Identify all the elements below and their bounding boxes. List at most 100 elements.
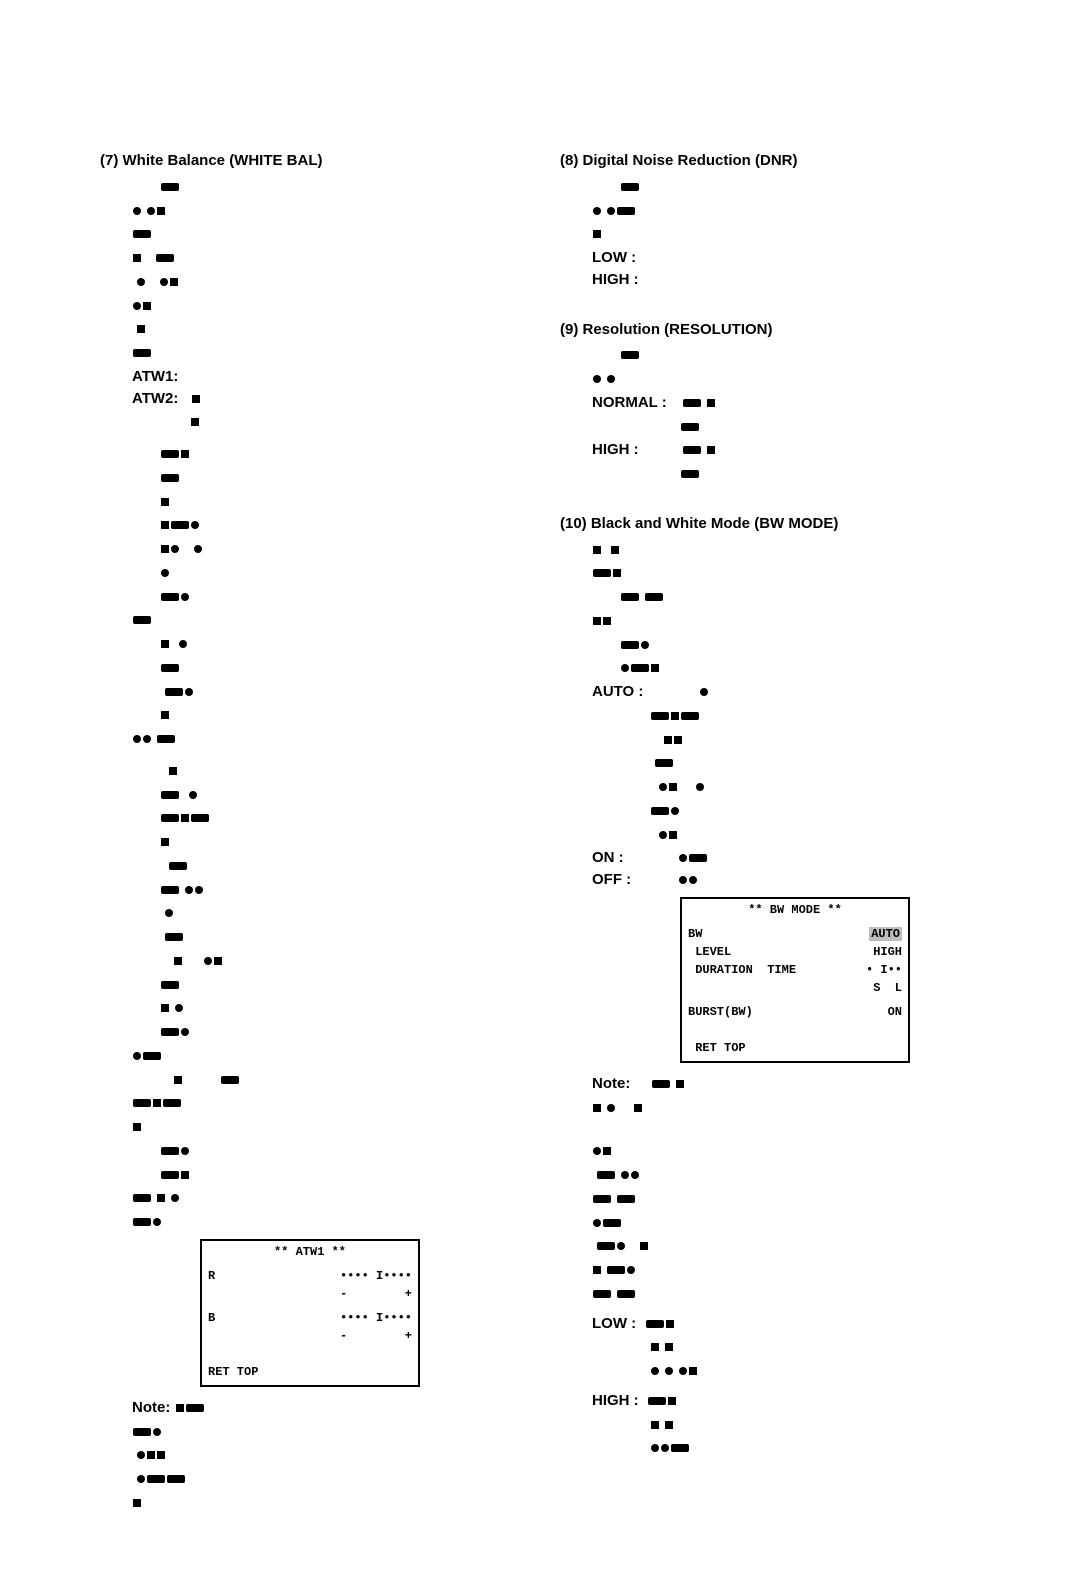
osd-bw-row-label: LEVEL: [688, 943, 731, 961]
osd-atw-row: R •••• I••••: [208, 1267, 412, 1285]
glyph-line: [650, 1414, 980, 1436]
glyph-line: [160, 1164, 520, 1186]
glyph-line: [132, 223, 520, 245]
bw-high2-line: HIGH :: [592, 1390, 980, 1412]
glyph-line: [592, 1235, 980, 1257]
glyph-line: [160, 831, 520, 853]
osd-bw-row-value: AUTO: [869, 927, 902, 941]
osd-bw-panel: ** BW MODE ** BW AUTO LEVEL HIGH DURATIO…: [680, 897, 910, 1063]
glyph-line: [132, 609, 520, 631]
osd-atw-row-scale: - +: [208, 1285, 412, 1303]
glyph-line: [160, 443, 520, 465]
osd-bw-row-label: BURST(BW): [688, 1003, 753, 1021]
glyph-line: [132, 271, 520, 293]
glyph-line: [160, 704, 520, 726]
glyph-line: [160, 1021, 520, 1043]
glyph-line: [620, 586, 980, 608]
glyph-line: [650, 776, 980, 798]
glyph-line: [132, 318, 520, 340]
osd-bw-row-label: DURATION TIME: [688, 961, 796, 979]
glyph-line: [160, 562, 520, 584]
glyph-line: [620, 344, 980, 366]
glyph-line: [592, 1212, 980, 1234]
note-line: Note:: [132, 1397, 520, 1419]
glyph-line: [132, 295, 520, 317]
column-left: (7) White Balance (WHITE BAL) ATW1: ATW2…: [100, 150, 520, 1516]
scale-right: +: [405, 1329, 412, 1343]
res-normal-label: NORMAL :: [592, 392, 678, 414]
osd-atw-row: B •••• I••••: [208, 1309, 412, 1327]
glyph-line: [132, 342, 520, 364]
glyph-line: [160, 176, 520, 198]
osd-bw-footer: RET TOP: [688, 1039, 902, 1057]
bw-high2-label: HIGH :: [592, 1392, 639, 1409]
column-right: (8) Digital Noise Reduction (DNR) LOW : …: [560, 150, 980, 1516]
glyph-line: [592, 200, 980, 222]
glyph-line: [160, 467, 520, 489]
glyph-line: [620, 176, 980, 198]
osd-bw-row-value: S L: [873, 979, 902, 997]
section-8-title: (8) Digital Noise Reduction (DNR): [560, 150, 980, 172]
glyph-line: [160, 633, 520, 655]
glyph-line: [592, 1259, 980, 1281]
osd-atw-row-value: •••• I••••: [340, 1267, 412, 1285]
atw2-line: ATW2:: [132, 388, 520, 410]
osd-bw-row: BW AUTO: [688, 925, 902, 943]
res-high-label: HIGH :: [592, 439, 678, 461]
glyph-line: [160, 974, 520, 996]
osd-bw-title: ** BW MODE **: [688, 901, 902, 919]
bw-note-line: Note:: [592, 1073, 980, 1095]
glyph-line: [160, 784, 520, 806]
osd-atw-row-value: •••• I••••: [340, 1309, 412, 1327]
res-high-line: HIGH :: [592, 439, 980, 461]
scale-left: -: [340, 1287, 347, 1301]
glyph-line: [592, 1283, 980, 1305]
section-7-title: (7) White Balance (WHITE BAL): [100, 150, 520, 172]
atw2-label: ATW2:: [132, 390, 178, 407]
glyph-line: [132, 1444, 520, 1466]
glyph-line: [132, 728, 520, 750]
glyph-line: [160, 514, 520, 536]
glyph-line: [160, 855, 520, 877]
glyph-line: [650, 800, 980, 822]
glyph-line: [592, 368, 980, 390]
bw-auto-line: AUTO :: [592, 681, 980, 703]
osd-bw-row-value: ON: [888, 1003, 902, 1021]
glyph-line: [160, 807, 520, 829]
res-normal-line: NORMAL :: [592, 392, 980, 414]
glyph-line: [132, 1187, 520, 1209]
glyph-line: [160, 681, 520, 703]
glyph-line: [132, 1492, 520, 1514]
glyph-line: [160, 950, 520, 972]
osd-atw-panel: ** ATW1 ** R •••• I•••• - + B •••• I••••…: [200, 1239, 420, 1387]
osd-bw-row: S L: [688, 979, 902, 997]
glyph-line: [680, 463, 980, 485]
glyph-line: [592, 539, 980, 561]
bw-low2-line: LOW :: [592, 1313, 980, 1335]
glyph-line: [592, 1188, 980, 1210]
scale-left: -: [340, 1329, 347, 1343]
glyph-line: [132, 1421, 520, 1443]
glyph-line: [160, 997, 520, 1019]
dnr-high-label: HIGH :: [592, 269, 980, 291]
glyph-line: [650, 729, 980, 751]
note-label: Note:: [132, 1399, 170, 1416]
glyph-line: [160, 491, 520, 513]
glyph-line: [680, 416, 980, 438]
glyph-line: [620, 634, 980, 656]
bw-low2-label: LOW :: [592, 1315, 636, 1332]
scale-right: +: [405, 1287, 412, 1301]
glyph-line: [592, 223, 980, 245]
bw-on-label: ON :: [592, 847, 678, 869]
glyph-line: [650, 752, 980, 774]
bw-note-label: Note:: [592, 1075, 630, 1092]
glyph-line: [620, 657, 980, 679]
osd-bw-row-label: BW: [688, 925, 702, 943]
bw-off-line: OFF :: [592, 869, 980, 891]
osd-atw-footer: RET TOP: [208, 1363, 412, 1381]
section-10-title: (10) Black and White Mode (BW MODE): [560, 513, 980, 535]
two-column-layout: (7) White Balance (WHITE BAL) ATW1: ATW2…: [100, 150, 980, 1516]
glyph-line: [160, 1140, 520, 1162]
atw1-label: ATW1:: [132, 366, 520, 388]
glyph-line: [650, 1437, 980, 1459]
